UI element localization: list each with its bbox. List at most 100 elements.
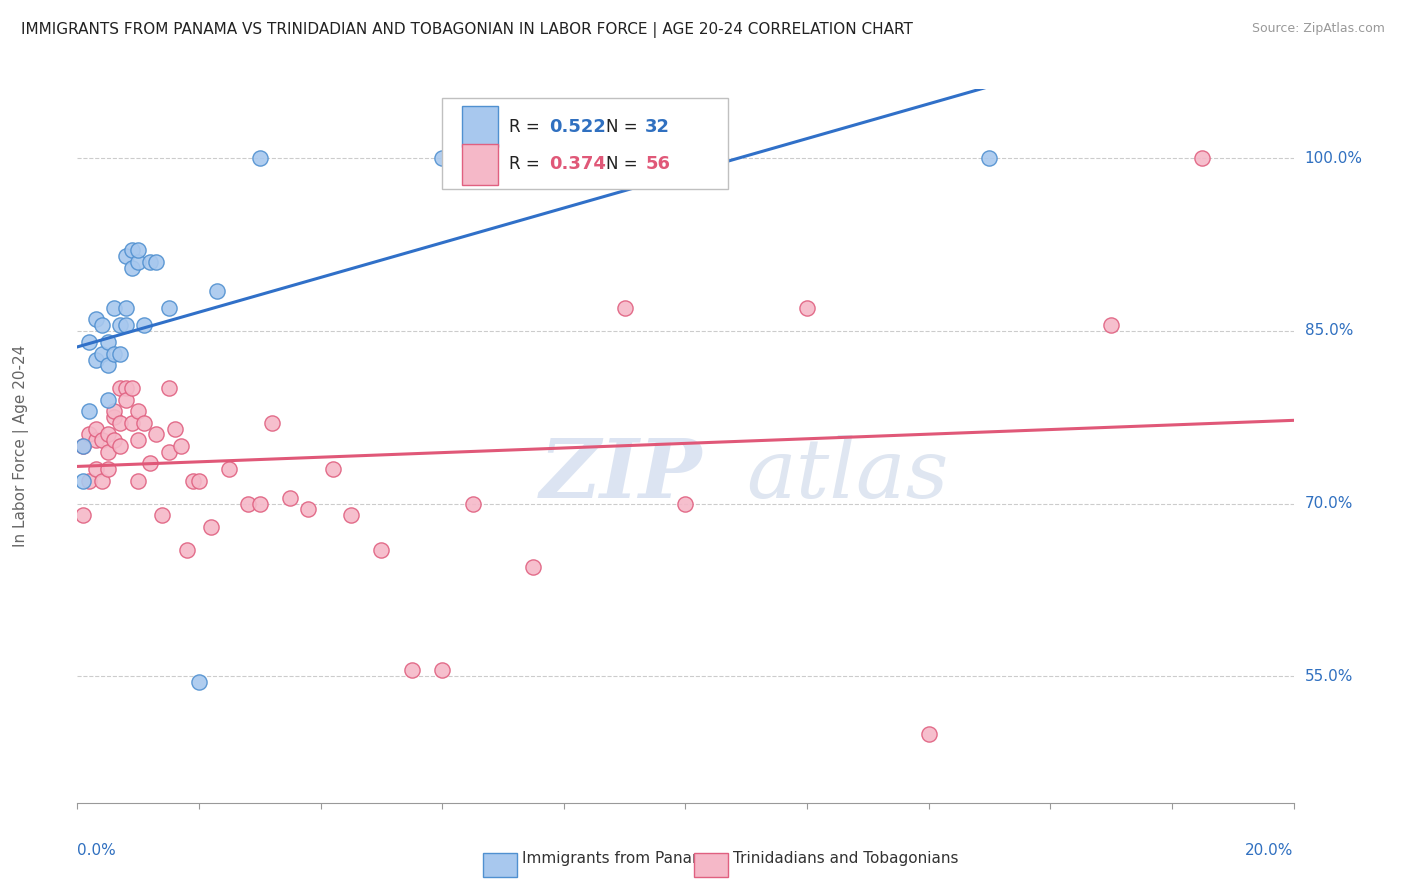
Text: 85.0%: 85.0% (1305, 324, 1353, 338)
Point (90, 318, 112, 333)
Point (127, 404, 149, 418)
Point (249, 151, 271, 165)
Text: IMMIGRANTS FROM PANAMA VS TRINIDADIAN AND TOBAGONIAN IN LABOR FORCE | AGE 20-24 : IMMIGRANTS FROM PANAMA VS TRINIDADIAN AN… (21, 22, 912, 38)
Point (170, 439, 193, 453)
Point (796, 301, 818, 315)
Point (340, 508, 363, 522)
Point (522, 559, 544, 574)
Point (103, 404, 125, 418)
Text: In Labor Force | Age 20-24: In Labor Force | Age 20-24 (13, 345, 30, 547)
Text: R =: R = (509, 118, 546, 136)
Point (103, 410, 125, 425)
Point (152, 508, 174, 522)
Text: 0.522: 0.522 (550, 118, 606, 136)
Point (84, 312, 107, 326)
Point (461, 497, 484, 511)
Text: Immigrants from Panama: Immigrants from Panama (523, 851, 717, 865)
Point (90, 347, 112, 361)
Point (139, 456, 162, 470)
Point (97, 359, 120, 373)
Point (103, 347, 125, 361)
Point (127, 244, 149, 258)
Point (72, 474, 94, 488)
Point (84, 352, 107, 367)
Point (79, 474, 101, 488)
Point (84, 434, 107, 448)
FancyBboxPatch shape (441, 98, 728, 189)
Point (157, 381, 180, 395)
Point (121, 244, 143, 258)
Point (205, 284, 228, 298)
Text: 0.374: 0.374 (550, 155, 606, 173)
Text: N =: N = (606, 118, 644, 136)
Point (163, 422, 186, 436)
Point (260, 416, 283, 430)
Point (127, 474, 149, 488)
Point (370, 542, 392, 557)
Text: 56: 56 (645, 155, 671, 173)
FancyBboxPatch shape (461, 145, 498, 185)
Point (97, 444, 120, 458)
Text: atlas: atlas (747, 434, 949, 515)
FancyBboxPatch shape (461, 106, 498, 147)
Point (127, 255, 149, 269)
Point (675, 497, 697, 511)
Point (90, 434, 112, 448)
Point (1191, 151, 1213, 165)
Text: 70.0%: 70.0% (1305, 496, 1353, 511)
Point (553, 151, 575, 165)
Point (401, 664, 423, 678)
Point (108, 439, 131, 453)
Point (613, 301, 636, 315)
Text: N =: N = (606, 155, 644, 173)
Point (1099, 318, 1122, 333)
Point (108, 381, 131, 395)
Point (127, 434, 149, 448)
Point (108, 347, 131, 361)
Point (121, 416, 143, 430)
Point (79, 404, 101, 418)
Point (97, 462, 120, 476)
Text: 32: 32 (645, 118, 671, 136)
Point (108, 318, 131, 333)
Point (278, 491, 301, 505)
Point (249, 497, 271, 511)
Text: 55.0%: 55.0% (1305, 669, 1353, 683)
Point (115, 318, 138, 333)
Point (157, 301, 180, 315)
Point (134, 318, 156, 333)
Point (72, 439, 94, 453)
Point (176, 542, 198, 557)
Point (236, 497, 259, 511)
Point (84, 422, 107, 436)
Point (188, 474, 211, 488)
Point (134, 416, 156, 430)
Point (97, 392, 120, 407)
Point (918, 727, 941, 741)
Point (90, 474, 112, 488)
Point (103, 434, 125, 448)
Point (121, 260, 143, 275)
Point (121, 381, 143, 395)
Point (145, 427, 167, 442)
Point (84, 462, 107, 476)
Point (79, 335, 101, 350)
Point (97, 427, 120, 442)
Point (430, 151, 453, 165)
Text: 100.0%: 100.0% (1305, 151, 1362, 166)
Point (108, 416, 131, 430)
Point (322, 462, 344, 476)
Point (115, 392, 138, 407)
Point (430, 664, 453, 678)
Text: Source: ZipAtlas.com: Source: ZipAtlas.com (1251, 22, 1385, 36)
Point (115, 381, 138, 395)
Text: R =: R = (509, 155, 546, 173)
Point (103, 301, 125, 315)
Point (200, 519, 222, 533)
Point (157, 444, 180, 458)
Point (72, 508, 94, 522)
Point (97, 335, 120, 350)
Text: ZIP: ZIP (540, 434, 702, 515)
Text: 20.0%: 20.0% (1246, 843, 1294, 858)
Point (115, 249, 138, 263)
